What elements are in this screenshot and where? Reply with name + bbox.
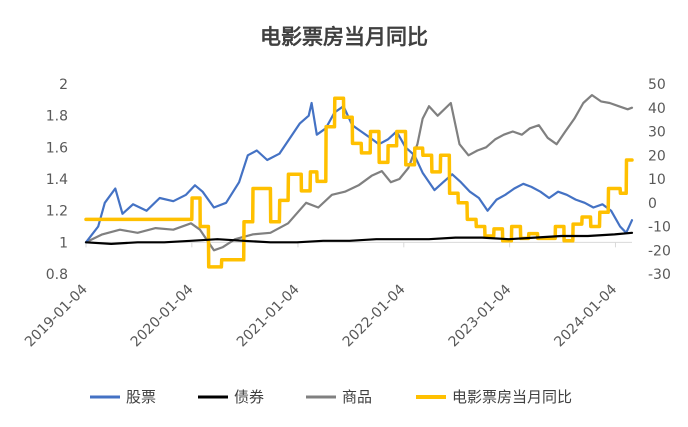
legend: 股票 债券 商品 电影票房当月同比: [90, 388, 572, 406]
right-tick-label: 0: [648, 196, 657, 212]
x-tick-label: 2020-01-04: [128, 281, 197, 350]
right-tick-label: 20: [648, 148, 666, 164]
right-tick-label: -20: [648, 243, 671, 259]
x-tick-label: 2024-01-04: [551, 281, 620, 350]
legend-label: 商品: [342, 388, 372, 406]
right-axis-ticks: -30 -20 -10 0 10 20 30 40 50: [648, 77, 671, 283]
series-line-2: [84, 93, 634, 252]
right-tick-label: 10: [648, 172, 666, 188]
right-tick-label: 30: [648, 125, 666, 141]
x-tick-label: 2019-01-04: [22, 281, 91, 350]
legend-label: 电影票房当月同比: [452, 388, 572, 406]
chart-title: 电影票房当月同比: [260, 25, 428, 49]
right-tick-label: 40: [648, 101, 666, 117]
x-axis-ticks: 2019-01-04 2020-01-04 2021-01-04 2022-01-04…: [22, 242, 620, 350]
left-tick-label: 1.4: [46, 172, 68, 188]
left-tick-label: 1: [59, 235, 68, 251]
legend-label: 股票: [126, 388, 156, 406]
series-layer: [84, 93, 634, 269]
left-tick-label: 1.2: [46, 204, 68, 220]
right-tick-label: 50: [648, 77, 666, 93]
series-line-1: [84, 231, 634, 245]
right-tick-label: -30: [648, 267, 671, 283]
series-line-3: [84, 96, 634, 269]
x-tick-label: 2021-01-04: [234, 281, 303, 350]
left-tick-label: 1.6: [46, 140, 68, 156]
left-axis-ticks: 0.8 1 1.2 1.4 1.6 1.8 2: [46, 77, 68, 283]
left-tick-label: 2: [59, 77, 68, 93]
series-line-0: [84, 101, 634, 244]
legend-label: 债券: [234, 388, 264, 406]
x-tick-label: 2023-01-04: [446, 281, 515, 350]
right-tick-label: -10: [648, 220, 671, 236]
left-tick-label: 1.8: [46, 109, 68, 125]
left-tick-label: 0.8: [46, 267, 68, 283]
x-tick-label: 2022-01-04: [340, 281, 409, 350]
